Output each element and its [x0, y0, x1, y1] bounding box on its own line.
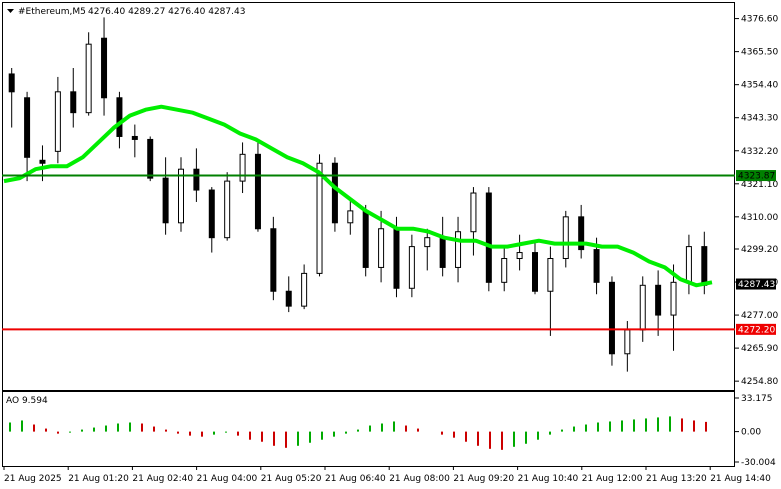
green-level-value: 4323.87 [738, 172, 775, 182]
time-tick-label: 21 Aug 12:00 [582, 474, 643, 484]
time-tick-label: 21 Aug 10:40 [518, 474, 579, 484]
moving-average-line [3, 104, 713, 288]
bullish-candle [54, 91, 61, 152]
bullish-candle [316, 162, 323, 274]
price-tick-label: 4343.30 [741, 114, 778, 124]
bearish-candle [701, 246, 708, 286]
bearish-candle [101, 37, 108, 99]
bearish-candle [485, 192, 492, 283]
support-level[interactable]: 4323.87 [2, 170, 776, 182]
bearish-candle [439, 237, 446, 268]
price-pane-frame [2, 2, 735, 391]
bearish-candle [532, 252, 538, 292]
bearish-candle [147, 138, 154, 179]
time-tick-label: 21 Aug 09:20 [453, 474, 514, 484]
price-tick-label: 4299.20 [741, 245, 778, 255]
time-tick-label: 21 Aug 04:00 [197, 474, 258, 484]
time-tick-label: 21 Aug 14:40 [710, 474, 771, 484]
time-tick-label: 21 Aug 08:00 [389, 474, 450, 484]
ao-tick-label: 33.175 [741, 394, 773, 404]
red-level-value: 4272.20 [738, 325, 775, 335]
bullish-candle [562, 216, 569, 260]
price-tick-label: 4310.00 [741, 213, 778, 223]
time-tick-label: 21 Aug 05:20 [261, 474, 322, 484]
time-tick-label: 21 Aug 02:40 [132, 474, 193, 484]
ao-tick-label: -30.004 [741, 458, 776, 468]
bearish-candle [39, 159, 46, 164]
bullish-candle [501, 258, 508, 283]
time-tick-label: 21 Aug 2025 [4, 474, 62, 484]
ohlc-label: 4276.40 4289.27 4276.40 4287.43 [88, 7, 245, 17]
green-level-tag [736, 170, 776, 182]
price-tick-label: 4332.20 [741, 147, 778, 157]
time-tick-label: 21 Aug 13:20 [646, 474, 707, 484]
bullish-candle [547, 258, 554, 292]
price-tick-label: 4277.00 [741, 311, 778, 321]
time-tick-label: 21 Aug 01:20 [68, 474, 129, 484]
bullish-candle [378, 228, 385, 268]
bearish-candle [608, 281, 615, 355]
bearish-candle [70, 91, 77, 114]
bullish-candle [178, 168, 184, 224]
bearish-candle [208, 189, 215, 239]
bearish-candle [8, 73, 15, 93]
time-tick-label: 21 Aug 06:40 [325, 474, 386, 484]
candlestick-series [8, 17, 708, 372]
symbol-label: #Ethereum,M5 [18, 7, 86, 17]
time-axis: 21 Aug 2025 21 Aug 01:20 21 Aug 02:40 21 Au… [3, 466, 771, 484]
bullish-candle [470, 192, 477, 233]
bearish-candle [24, 97, 31, 158]
bearish-candle [578, 216, 585, 251]
bullish-candle [685, 246, 692, 283]
ao-title: AO 9.594 [6, 396, 48, 406]
red-level-tag [736, 323, 776, 335]
price-tick-label: 4354.40 [741, 81, 778, 91]
bullish-candle [239, 153, 246, 182]
bearish-candle [270, 228, 277, 292]
ao-pane-frame [2, 391, 735, 467]
chart-header[interactable]: #Ethereum,M5 4276.40 4289.27 4276.40 428… [7, 7, 245, 17]
ao-tick-label: 0.00 [741, 428, 761, 438]
bullish-candle [85, 43, 92, 114]
bearish-candle [331, 162, 338, 224]
bullish-candle [624, 329, 631, 355]
bearish-candle [162, 177, 169, 224]
price-tick-label: 4365.50 [741, 48, 778, 58]
bullish-candle [639, 284, 646, 331]
ao-axis: 33.175 0.00 -30.004 [735, 394, 776, 468]
bearish-candle [655, 284, 662, 316]
ao-histogram [9, 416, 707, 450]
price-tick-label: 4265.90 [741, 344, 778, 354]
current-price-tag [736, 278, 776, 290]
bullish-candle [347, 210, 354, 224]
bearish-candle [131, 135, 138, 140]
price-tick-label: 4321.10 [741, 180, 778, 190]
price-tick-label: 4376.60 [741, 15, 778, 25]
bullish-candle [301, 272, 308, 307]
price-axis[interactable]: 4376.60 4365.50 4354.40 4343.30 4332.20 4321.… [735, 15, 778, 388]
bullish-candle [408, 246, 415, 289]
price-tick-label: 4254.80 [741, 377, 778, 387]
bearish-candle [193, 168, 200, 191]
bullish-candle [516, 252, 523, 260]
bullish-candle [455, 231, 462, 268]
current-price-value: 4287.43 [738, 280, 775, 290]
resistance-level[interactable]: 4272.20 [2, 323, 776, 336]
bearish-candle [254, 153, 261, 230]
bearish-candle [393, 228, 400, 289]
bearish-candle [593, 249, 600, 283]
bearish-candle [285, 290, 292, 307]
current-price-marker: 4287.43 [736, 278, 776, 290]
bullish-candle [424, 237, 431, 248]
bullish-candle [670, 281, 677, 316]
triangle-down-icon[interactable] [7, 9, 14, 13]
bearish-candle [116, 97, 123, 137]
bearish-candle [362, 210, 369, 268]
bullish-candle [224, 180, 231, 239]
